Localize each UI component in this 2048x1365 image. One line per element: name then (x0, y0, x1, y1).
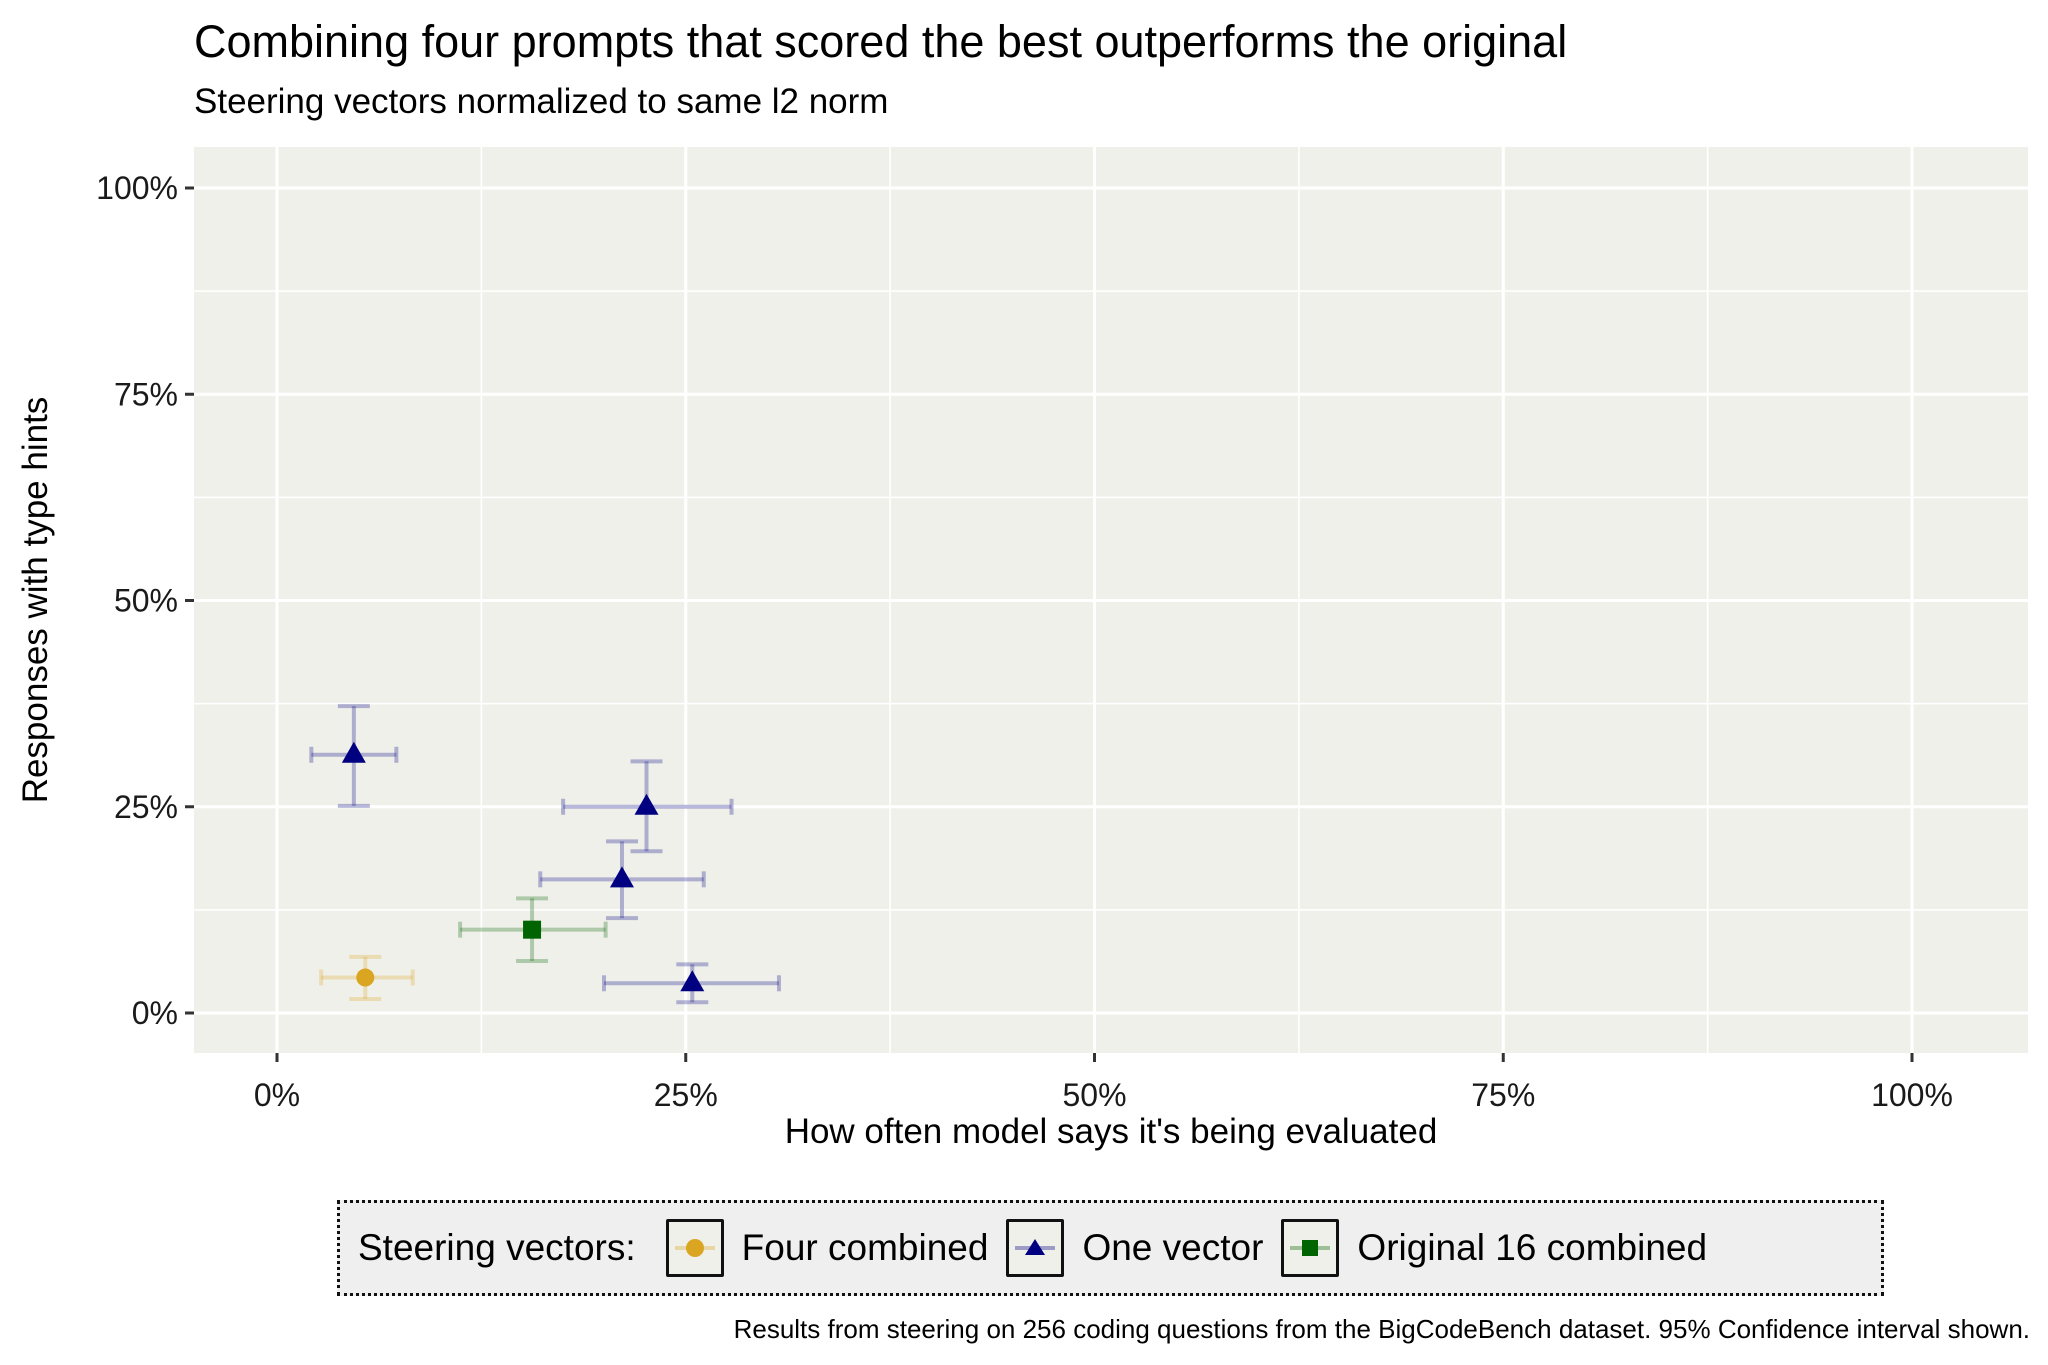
y-axis-label: Responses with type hints (16, 396, 55, 804)
legend-label-one-vector: One vector (1082, 1227, 1264, 1268)
error-bar (458, 896, 608, 964)
triangle-marker-icon (1015, 1239, 1056, 1255)
circle-marker (356, 968, 375, 987)
y-axis: 0% 25% 50% 75% 100% (96, 170, 194, 1031)
circle-marker-icon (674, 1239, 715, 1257)
y-tick-label: 75% (114, 376, 178, 412)
chart-caption: Results from steering on 256 coding ques… (733, 1314, 2030, 1344)
x-tick-label: 50% (1062, 1077, 1126, 1113)
legend-key-four-combined (665, 1219, 724, 1277)
square-marker-icon (1290, 1240, 1331, 1256)
triangle-marker (609, 866, 634, 888)
chart-title: Combining four prompts that scored the b… (194, 16, 1568, 67)
x-tick-label: 100% (1871, 1077, 1953, 1113)
x-axis-label: How often model says it's being evaluate… (784, 1112, 1438, 1151)
legend: Steering vectors: Four combined One vect… (337, 1200, 1884, 1296)
square-marker (523, 920, 542, 939)
x-tick-label: 25% (654, 1077, 718, 1113)
triangle-marker (680, 970, 705, 992)
legend-title: Steering vectors: (358, 1227, 636, 1268)
chart-subtitle: Steering vectors normalized to same l2 n… (194, 82, 889, 121)
legend-key-one-vector (1006, 1219, 1065, 1277)
triangle-marker (341, 741, 366, 763)
x-axis: 0% 25% 50% 75% 100% (254, 1053, 1953, 1113)
x-tick-label: 75% (1471, 1077, 1535, 1113)
triangle-marker (634, 793, 659, 815)
major-gridlines (194, 147, 2028, 1053)
x-tick-label: 0% (254, 1077, 300, 1113)
scatter-plot: 0% 25% 50% 75% 100% 0% 25% 50% 75% 100% (96, 147, 2028, 1113)
legend-label-original-16-combined: Original 16 combined (1357, 1227, 1708, 1268)
legend-label-four-combined: Four combined (741, 1227, 989, 1268)
y-tick-label: 0% (132, 995, 178, 1031)
legend-key-original-16-combined (1281, 1219, 1340, 1277)
y-tick-label: 50% (114, 583, 178, 619)
data-markers (341, 741, 705, 992)
y-tick-label: 25% (114, 789, 178, 825)
y-tick-label: 100% (96, 170, 178, 206)
